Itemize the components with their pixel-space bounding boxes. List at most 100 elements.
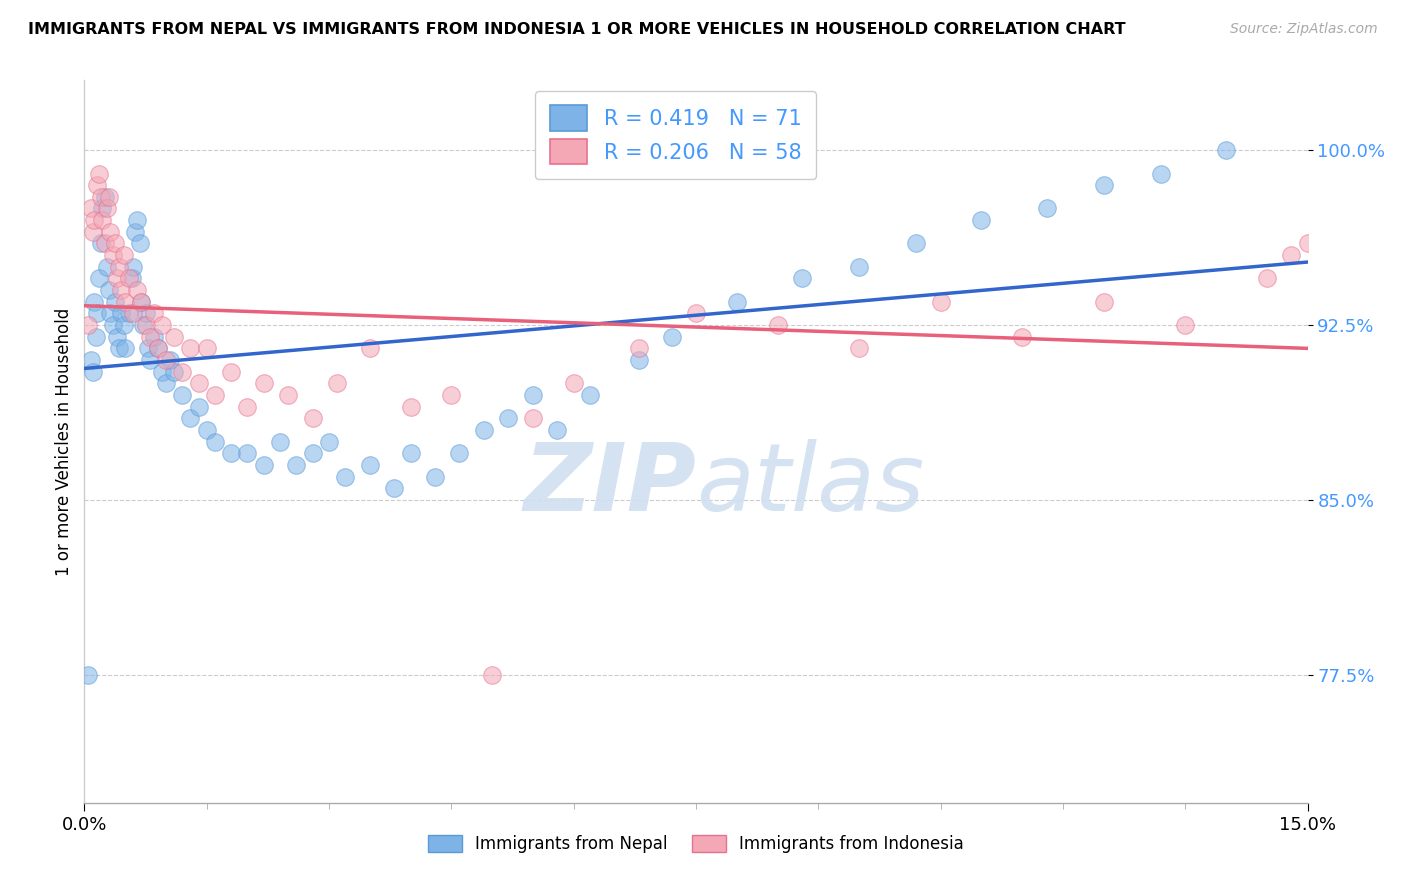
Point [110, 306, 132, 320]
Point [187, 376, 209, 391]
Point [159, 353, 181, 368]
Point [766, 318, 789, 332]
Point [269, 434, 291, 449]
Point [423, 469, 446, 483]
Point [96, 260, 118, 274]
Point [90, 236, 112, 251]
Point [105, 329, 128, 343]
Point [1092, 178, 1115, 193]
Point [131, 294, 153, 309]
Text: ZIP: ZIP [523, 439, 696, 531]
Point [138, 353, 160, 368]
Point [627, 341, 650, 355]
Point [142, 306, 165, 320]
Point [90, 190, 112, 204]
Point [179, 411, 201, 425]
Point [399, 446, 422, 460]
Y-axis label: 1 or more Vehicles in Household: 1 or more Vehicles in Household [55, 308, 73, 575]
Point [1011, 329, 1033, 343]
Point [121, 271, 143, 285]
Point [335, 469, 357, 483]
Point [318, 434, 340, 449]
Point [114, 341, 136, 355]
Point [155, 353, 177, 368]
Point [97, 190, 120, 204]
Point [172, 365, 194, 379]
Point [104, 236, 127, 251]
Point [661, 329, 683, 343]
Point [100, 306, 122, 320]
Point [1215, 143, 1237, 157]
Point [104, 294, 127, 309]
Point [122, 260, 145, 274]
Point [138, 329, 160, 343]
Point [82, 225, 104, 239]
Point [627, 353, 650, 368]
Point [522, 411, 544, 425]
Point [146, 341, 169, 355]
Point [236, 400, 259, 414]
Point [163, 365, 186, 379]
Point [253, 376, 276, 391]
Text: atlas: atlas [696, 440, 924, 531]
Point [472, 423, 495, 437]
Point [301, 411, 323, 425]
Point [110, 283, 132, 297]
Point [155, 376, 177, 391]
Point [105, 271, 128, 285]
Point [118, 306, 141, 320]
Point [118, 271, 141, 285]
Point [449, 446, 471, 460]
Point [1092, 294, 1115, 309]
Point [112, 248, 135, 262]
Point [546, 423, 568, 437]
Point [114, 294, 136, 309]
Point [253, 458, 276, 472]
Point [929, 294, 952, 309]
Point [1279, 248, 1302, 262]
Point [219, 365, 242, 379]
Point [80, 353, 103, 368]
Point [86, 178, 108, 193]
Point [82, 365, 104, 379]
Legend: Immigrants from Nepal, Immigrants from Indonesia: Immigrants from Nepal, Immigrants from I… [422, 828, 970, 860]
Point [236, 446, 259, 460]
Point [301, 446, 323, 460]
Point [382, 481, 405, 495]
Point [1150, 167, 1173, 181]
Point [128, 236, 150, 251]
Point [179, 341, 201, 355]
Point [522, 388, 544, 402]
Point [84, 329, 107, 343]
Text: Source: ZipAtlas.com: Source: ZipAtlas.com [1230, 22, 1378, 37]
Point [481, 667, 503, 681]
Point [97, 283, 120, 297]
Point [93, 236, 115, 251]
Point [83, 294, 105, 309]
Point [1256, 271, 1278, 285]
Point [96, 202, 118, 216]
Text: IMMIGRANTS FROM NEPAL VS IMMIGRANTS FROM INDONESIA 1 OR MORE VEHICLES IN HOUSEHO: IMMIGRANTS FROM NEPAL VS IMMIGRANTS FROM… [28, 22, 1126, 37]
Point [131, 294, 153, 309]
Point [146, 341, 169, 355]
Point [277, 388, 299, 402]
Point [204, 388, 226, 402]
Point [562, 376, 585, 391]
Point [80, 202, 103, 216]
Point [359, 458, 381, 472]
Point [1296, 236, 1319, 251]
Point [498, 411, 520, 425]
Point [91, 213, 114, 227]
Point [195, 423, 218, 437]
Point [124, 225, 146, 239]
Point [848, 260, 870, 274]
Point [150, 365, 173, 379]
Point [848, 341, 870, 355]
Point [87, 271, 110, 285]
Point [219, 446, 242, 460]
Point [790, 271, 813, 285]
Point [101, 318, 124, 332]
Point [100, 225, 122, 239]
Point [1035, 202, 1057, 216]
Point [107, 260, 129, 274]
